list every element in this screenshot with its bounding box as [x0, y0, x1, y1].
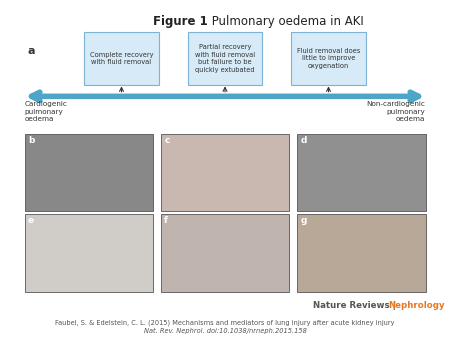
Text: g: g — [301, 216, 307, 225]
Text: b: b — [28, 136, 34, 145]
Text: Fluid removal does
little to improve
oxygenation: Fluid removal does little to improve oxy… — [297, 48, 360, 69]
Text: Nephrology: Nephrology — [388, 301, 445, 311]
Bar — [161, 134, 289, 211]
Text: Nat. Rev. Nephrol. doi:10.1038/nrneph.2015.158: Nat. Rev. Nephrol. doi:10.1038/nrneph.20… — [144, 328, 306, 334]
Text: Complete recovery
with fluid removal: Complete recovery with fluid removal — [90, 52, 153, 65]
Text: f: f — [164, 216, 168, 225]
Bar — [25, 214, 153, 292]
Bar — [25, 134, 153, 211]
Bar — [297, 134, 426, 211]
FancyBboxPatch shape — [188, 32, 262, 85]
Text: Pulmonary oedema in AKI: Pulmonary oedema in AKI — [208, 15, 364, 27]
Text: c: c — [164, 136, 170, 145]
Text: a: a — [27, 46, 35, 56]
FancyBboxPatch shape — [85, 32, 159, 85]
Text: Partial recovery
with fluid removal
but failure to be
quickly extubated: Partial recovery with fluid removal but … — [195, 44, 255, 73]
FancyBboxPatch shape — [292, 32, 365, 85]
Bar — [297, 214, 426, 292]
Text: Figure 1: Figure 1 — [153, 15, 208, 27]
Text: Non-cardiogenic
pulmonary
oedema: Non-cardiogenic pulmonary oedema — [366, 101, 425, 122]
Text: Nature Reviews |: Nature Reviews | — [313, 301, 399, 311]
Bar — [161, 214, 289, 292]
Text: Faubel, S. & Edelstein, C. L. (2015) Mechanisms and mediators of lung injury aft: Faubel, S. & Edelstein, C. L. (2015) Mec… — [55, 319, 395, 326]
Text: Cardiogenic
pulmonary
oedema: Cardiogenic pulmonary oedema — [25, 101, 68, 122]
Text: e: e — [28, 216, 34, 225]
Text: d: d — [301, 136, 307, 145]
